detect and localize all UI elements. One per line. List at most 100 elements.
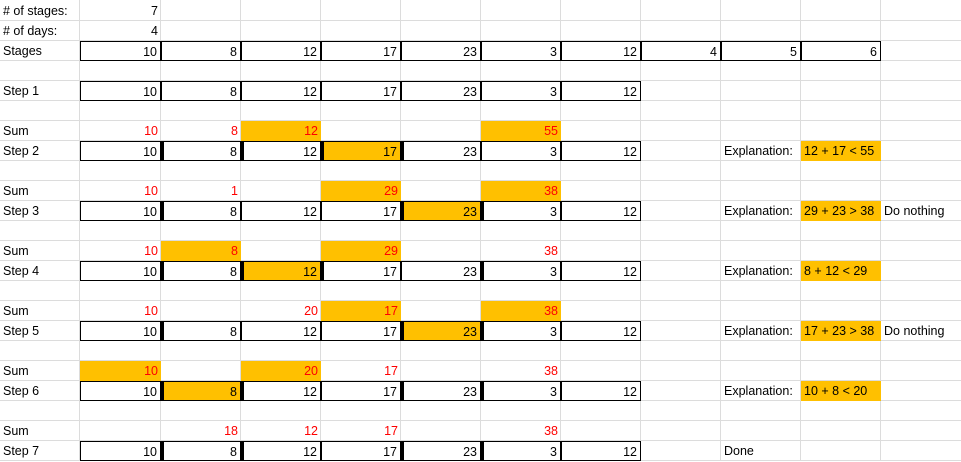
sum-cell[interactable] [401,121,481,141]
step-label[interactable]: Step 5 [3,324,40,338]
sum-cell[interactable]: 38 [544,364,558,378]
label-stages[interactable]: Stages [3,44,42,58]
sum-cell[interactable]: 12 [241,121,321,141]
step-value-cell[interactable]: 3 [481,81,561,101]
step-value-cell[interactable]: 17 [321,201,401,221]
stages-cell[interactable]: 12 [241,41,321,61]
step-value-cell[interactable]: 10 [80,81,161,101]
step-label[interactable]: Step 6 [3,384,40,398]
step-value-cell[interactable]: 23 [401,441,481,461]
step-value-cell[interactable]: 8 [161,141,241,161]
sum-cell[interactable]: 29 [321,241,401,261]
step-value-cell[interactable]: 17 [321,81,401,101]
sum-cell[interactable] [561,361,641,381]
stages-cell[interactable]: 10 [80,41,161,61]
sum-cell[interactable]: 12 [304,424,318,438]
step-value-cell[interactable]: 17 [321,381,401,401]
sum-cell[interactable] [161,301,241,321]
sum-cell[interactable] [401,421,481,441]
step-value-cell[interactable]: 17 [321,441,401,461]
step-value-cell[interactable]: 12 [241,141,321,161]
sum-cell[interactable]: 38 [481,301,561,321]
stages-cell[interactable]: 4 [641,41,721,61]
sum-cell[interactable]: 38 [481,181,561,201]
step-value-cell[interactable]: 12 [241,261,321,281]
step-label[interactable]: Step 4 [3,264,40,278]
step-value-cell[interactable]: 23 [401,321,481,341]
sum-cell[interactable] [561,241,641,261]
done-cell[interactable]: Done [724,444,754,458]
stages-cell[interactable]: 12 [561,41,641,61]
step-value-cell[interactable]: 12 [241,81,321,101]
step-label[interactable]: Step 3 [3,204,40,218]
explanation-label[interactable]: Explanation: [724,204,793,218]
step-value-cell[interactable]: 3 [481,201,561,221]
step-value-cell[interactable]: 8 [161,81,241,101]
stages-cell[interactable]: 6 [801,41,881,61]
sum-cell[interactable]: 55 [481,121,561,141]
label-num-days[interactable]: # of days: [3,24,58,38]
sum-cell[interactable]: 10 [144,184,158,198]
step-value-cell[interactable]: 12 [241,381,321,401]
sum-cell[interactable] [161,361,241,381]
step-value-cell[interactable]: 23 [401,201,481,221]
sum-cell[interactable]: 17 [384,424,398,438]
step-value-cell[interactable]: 17 [321,261,401,281]
value-num-days[interactable]: 4 [151,24,158,38]
step-value-cell[interactable]: 10 [80,441,161,461]
step-value-cell[interactable]: 8 [161,321,241,341]
step-value-cell[interactable]: 8 [161,381,241,401]
stages-cell[interactable]: 23 [401,41,481,61]
sum-cell[interactable]: 18 [224,424,238,438]
sum-label[interactable]: Sum [3,304,29,318]
step-value-cell[interactable]: 10 [80,141,161,161]
step-value-cell[interactable]: 8 [161,261,241,281]
sum-label[interactable]: Sum [3,124,29,138]
note-cell[interactable]: Do nothing [884,324,945,338]
step-value-cell[interactable]: 17 [321,321,401,341]
sum-cell[interactable]: 8 [161,241,241,261]
explanation-label[interactable]: Explanation: [724,264,793,278]
step-value-cell[interactable]: 3 [481,381,561,401]
sum-cell[interactable] [401,241,481,261]
explanation-label[interactable]: Explanation: [724,384,793,398]
sum-cell[interactable]: 8 [231,124,238,138]
sum-cell[interactable]: 10 [144,244,158,258]
step-value-cell[interactable]: 10 [80,321,161,341]
explanation-label[interactable]: Explanation: [724,144,793,158]
step-value-cell[interactable]: 23 [401,141,481,161]
step-value-cell[interactable]: 12 [241,441,321,461]
sum-cell[interactable] [80,421,161,441]
step-value-cell[interactable]: 12 [561,381,641,401]
explanation-label[interactable]: Explanation: [724,324,793,338]
sum-cell[interactable]: 20 [304,304,318,318]
sum-cell[interactable]: 17 [321,301,401,321]
explanation-value[interactable]: 29 + 23 > 38 [801,201,881,221]
sum-cell[interactable]: 29 [321,181,401,201]
stages-cell[interactable]: 3 [481,41,561,61]
step-value-cell[interactable]: 3 [481,441,561,461]
label-num-stages[interactable]: # of stages: [3,4,68,18]
stages-cell[interactable]: 17 [321,41,401,61]
step-value-cell[interactable]: 3 [481,321,561,341]
sum-cell[interactable]: 10 [144,124,158,138]
stages-cell[interactable]: 8 [161,41,241,61]
explanation-value[interactable]: 10 + 8 < 20 [801,381,881,401]
sum-cell[interactable]: 10 [144,304,158,318]
explanation-value[interactable]: 8 + 12 < 29 [801,261,881,281]
value-num-stages[interactable]: 7 [151,4,158,18]
step-value-cell[interactable]: 10 [80,381,161,401]
step-label[interactable]: Step 2 [3,144,40,158]
sum-cell[interactable] [401,361,481,381]
sum-label[interactable]: Sum [3,184,29,198]
sum-cell[interactable]: 38 [544,424,558,438]
sum-cell[interactable] [561,301,641,321]
step-value-cell[interactable]: 23 [401,81,481,101]
sum-label[interactable]: Sum [3,364,29,378]
sum-label[interactable]: Sum [3,424,29,438]
step-value-cell[interactable]: 12 [241,201,321,221]
sum-cell[interactable] [561,421,641,441]
sum-label[interactable]: Sum [3,244,29,258]
step-label[interactable]: Step 7 [3,444,40,458]
